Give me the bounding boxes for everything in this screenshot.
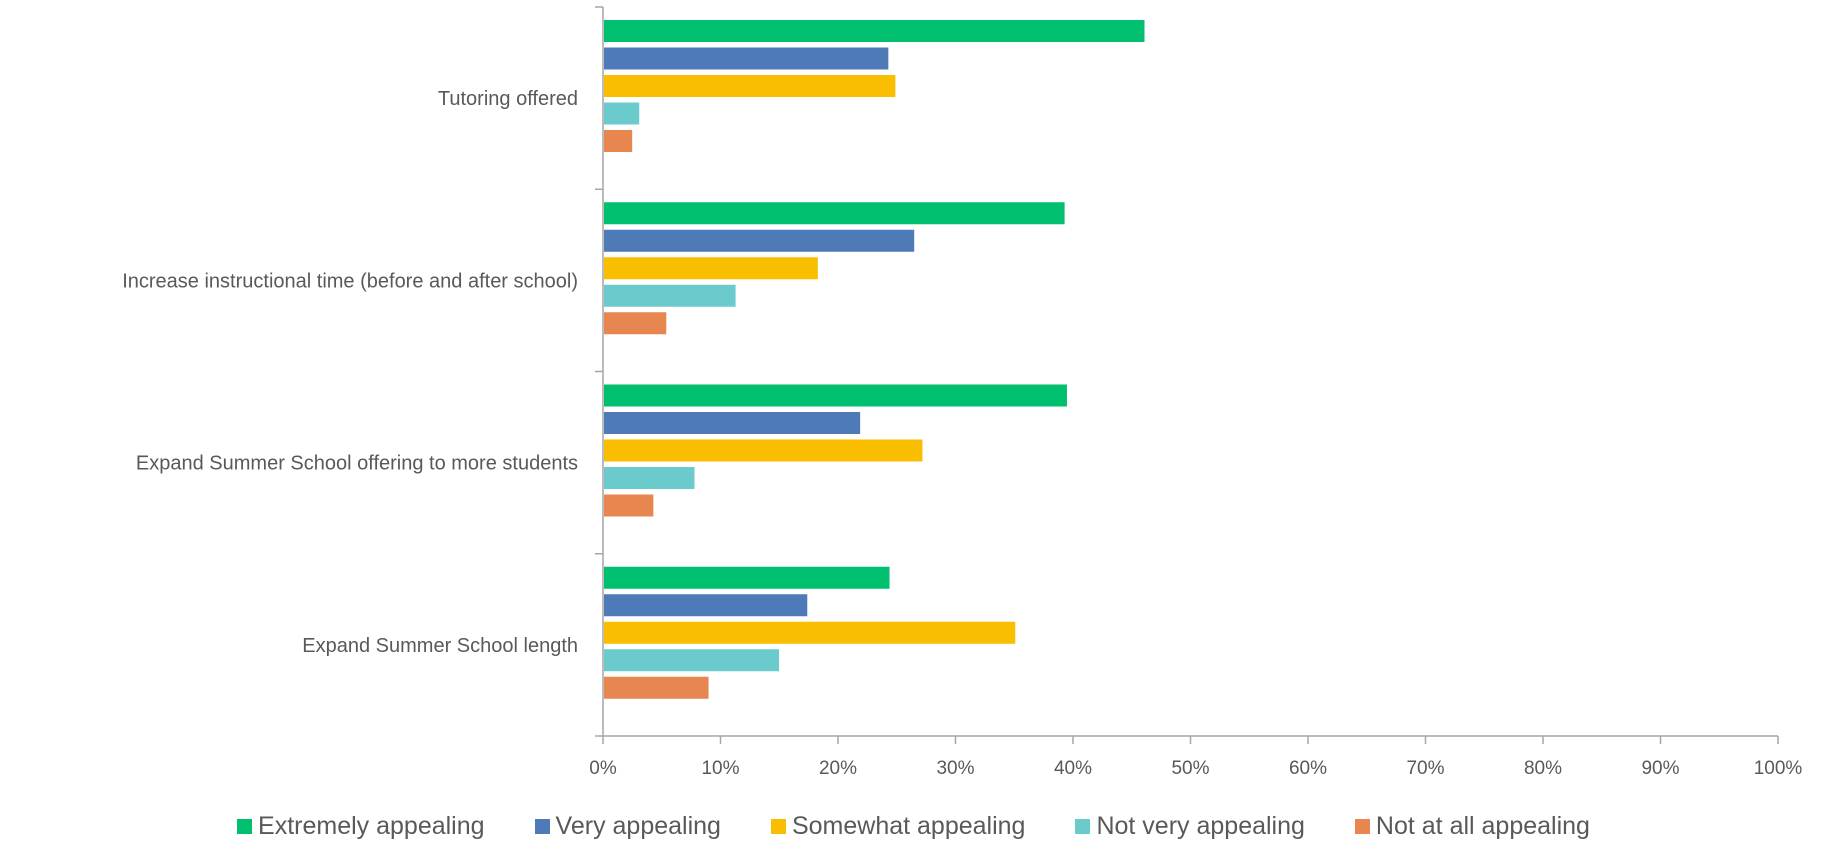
legend: Extremely appealing Very appealing Somewha… <box>0 808 1827 844</box>
bar-not-very-appealing <box>604 102 640 125</box>
bar-not-at-all-appealing <box>604 312 667 335</box>
legend-item: Not very appealing <box>1075 811 1305 841</box>
x-tick-label: 100% <box>1754 758 1803 779</box>
legend-label: Somewhat appealing <box>791 811 1026 840</box>
bar-very-appealing <box>604 594 808 617</box>
axes <box>595 6 1779 744</box>
bar-not-at-all-appealing <box>604 130 633 152</box>
legend-swatch <box>237 818 253 834</box>
x-tick-label: 90% <box>1641 758 1679 779</box>
legend-item: Very appealing <box>534 811 721 841</box>
bar-chart: Tutoring offered Increase instructional t… <box>122 6 1802 779</box>
legend-swatch <box>1075 818 1091 834</box>
bar-extremely-appealing <box>604 20 1145 42</box>
category-label: Increase instructional time (before and … <box>122 270 578 292</box>
bar-not-very-appealing <box>604 284 736 307</box>
x-tick-label: 60% <box>1289 758 1327 779</box>
x-tick-label: 10% <box>701 758 739 779</box>
bar-somewhat-appealing <box>604 621 1016 644</box>
bar-somewhat-appealing <box>604 257 818 280</box>
bars <box>604 20 1145 699</box>
x-tick-label: 80% <box>1524 758 1562 779</box>
category-label: Expand Summer School offering to more st… <box>136 453 578 475</box>
bar-not-at-all-appealing <box>604 676 709 699</box>
legend-swatch <box>770 818 786 834</box>
legend-label: Not very appealing <box>1096 811 1305 840</box>
bar-not-very-appealing <box>604 649 780 672</box>
bar-very-appealing <box>604 412 861 434</box>
category-label: Expand Summer School length <box>302 635 578 657</box>
x-tick-labels: 0% 10% 20% 30% 40% 50% 60% 70% 80% 90% 100% <box>589 758 1802 779</box>
category-labels: Tutoring offered Increase instructional t… <box>122 88 578 657</box>
legend-item: Somewhat appealing <box>770 811 1026 841</box>
category-label: Tutoring offered <box>438 88 578 110</box>
bar-not-very-appealing <box>604 467 695 489</box>
x-tick-label: 0% <box>589 758 617 779</box>
x-tick-label: 40% <box>1054 758 1092 779</box>
legend-item: Extremely appealing <box>237 812 485 841</box>
legend-label: Very appealing <box>555 811 721 840</box>
bar-extremely-appealing <box>604 566 890 589</box>
bar-extremely-appealing <box>604 202 1065 225</box>
bar-somewhat-appealing <box>604 75 896 97</box>
x-tick-label: 70% <box>1406 758 1444 779</box>
bar-not-at-all-appealing <box>604 494 654 517</box>
legend-item: Not at all appealing <box>1354 811 1590 841</box>
legend-label: Not at all appealing <box>1375 811 1590 840</box>
x-tick-label: 30% <box>936 758 974 779</box>
x-tick-label: 20% <box>819 758 857 779</box>
bar-somewhat-appealing <box>604 439 923 462</box>
bar-extremely-appealing <box>604 384 1067 407</box>
legend-swatch <box>1354 818 1370 834</box>
bar-very-appealing <box>604 47 889 70</box>
legend-swatch <box>534 818 550 834</box>
legend-label: Extremely appealing <box>258 811 485 840</box>
x-tick-label: 50% <box>1171 758 1209 779</box>
bar-very-appealing <box>604 229 915 252</box>
